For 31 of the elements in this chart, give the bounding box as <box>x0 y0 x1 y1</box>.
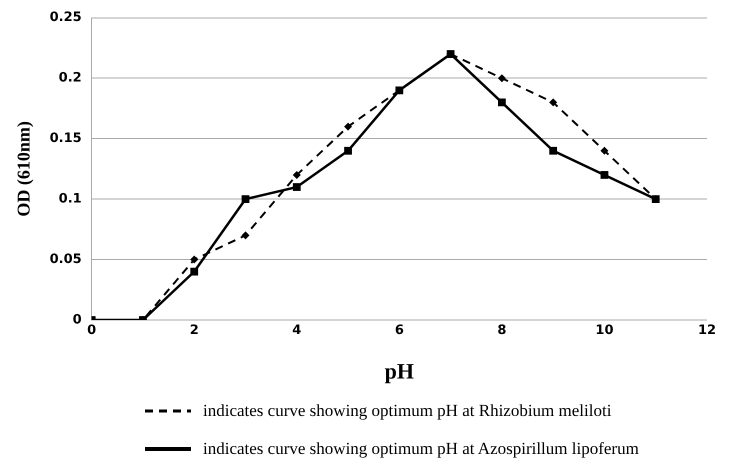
y-tick-label: 0 <box>72 312 82 328</box>
x-tick-label: 10 <box>595 323 614 338</box>
legend-label: indicates curve showing optimum pH at Rhizobium meliloti <box>203 401 612 421</box>
point <box>498 98 506 106</box>
point <box>292 183 301 191</box>
point <box>344 122 352 131</box>
x-tick-label: 12 <box>698 323 716 338</box>
legend-label: indicates curve showing optimum pH at Azospirillum lipoferum <box>203 439 639 459</box>
point <box>242 231 250 240</box>
point <box>190 268 198 276</box>
point <box>549 146 558 155</box>
y-tick-label: 0.2 <box>58 70 82 86</box>
point <box>190 256 198 264</box>
point <box>600 171 608 179</box>
x-axis-title: pH <box>384 358 414 384</box>
x-tick-label: 0 <box>87 323 96 338</box>
y-axis-title: OD (610nm) <box>13 121 34 217</box>
x-tick-label: 8 <box>497 323 506 338</box>
point <box>344 146 352 155</box>
point <box>292 170 301 179</box>
point <box>498 74 506 82</box>
x-tick-label: 2 <box>190 323 199 338</box>
point <box>549 98 558 106</box>
y-tick-label: 0.05 <box>50 252 82 267</box>
point <box>600 146 608 155</box>
x-tick-label: 6 <box>394 323 404 338</box>
point <box>242 195 250 204</box>
x-tick-label: 4 <box>292 323 302 338</box>
y-tick-label: 0.1 <box>58 191 82 206</box>
y-tick-label: 0.25 <box>50 10 82 26</box>
y-tick-label: 0.15 <box>50 131 82 146</box>
